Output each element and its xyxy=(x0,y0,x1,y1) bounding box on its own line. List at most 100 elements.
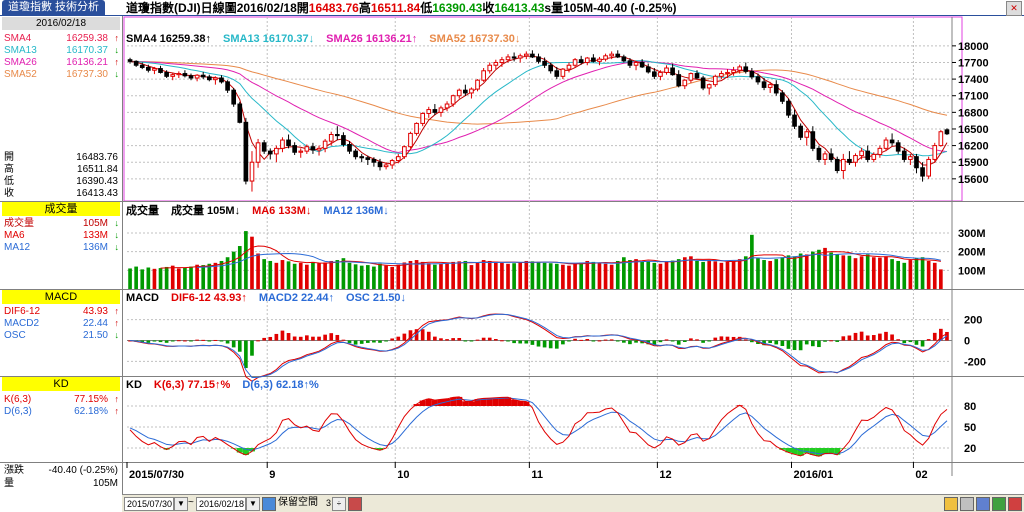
volume-tick-label: 300M xyxy=(958,228,986,240)
volume-bar xyxy=(464,261,468,289)
tool-icon[interactable] xyxy=(944,497,958,511)
osc-bar xyxy=(829,340,833,341)
keep-space-spinner[interactable]: ÷ xyxy=(332,497,346,511)
volume-bar xyxy=(256,254,260,290)
to-date-field[interactable]: 2016/02/18 xyxy=(196,497,246,511)
candle-body xyxy=(427,110,431,114)
info-date: 2016/02/18 xyxy=(2,17,120,30)
volume-bar xyxy=(762,260,766,289)
candle-body xyxy=(592,58,596,61)
osc-bar xyxy=(403,334,407,341)
osc-bar xyxy=(921,341,925,347)
osc-bar xyxy=(567,341,571,342)
osc-bar xyxy=(726,337,730,341)
technical-chart[interactable]: 1560015900162001650016800171001740017700… xyxy=(122,16,1024,494)
candle-body xyxy=(634,62,638,65)
info-row-value: 77.15% xyxy=(74,394,108,405)
candle-body xyxy=(713,76,717,84)
arrow-down-icon: ↓ xyxy=(115,230,120,241)
candle-body xyxy=(720,74,724,77)
arrow-up-icon: ↑ xyxy=(115,33,120,44)
apply-icon[interactable] xyxy=(262,497,276,511)
volume-bar xyxy=(744,256,748,289)
kd-overbought-fill xyxy=(450,397,456,406)
osc-bar xyxy=(713,338,717,341)
volume-bar xyxy=(323,262,327,289)
kd-legend-item: KD xyxy=(126,379,142,391)
zoom-in-icon[interactable] xyxy=(992,497,1006,511)
candle-body xyxy=(567,65,571,69)
osc-bar xyxy=(226,341,230,344)
from-dropdown-button[interactable]: ▼ xyxy=(174,497,188,511)
candle-body xyxy=(134,61,138,65)
candle-body xyxy=(927,159,931,176)
volume-bar xyxy=(805,254,809,289)
info-row-label: 開 xyxy=(4,152,14,163)
candle-body xyxy=(677,75,681,86)
arrow-up-icon: ↑ xyxy=(115,318,120,329)
candle-body xyxy=(555,71,559,77)
candle-body xyxy=(171,75,175,77)
volume-bar xyxy=(695,261,699,289)
volume-bar xyxy=(848,256,852,289)
osc-bar xyxy=(622,341,626,343)
volume-bar xyxy=(177,268,181,289)
volume-bar xyxy=(902,263,906,289)
volume-bar xyxy=(817,250,821,289)
window-tab[interactable]: 道瓊指數 技術分析 xyxy=(2,0,105,15)
volume-bar xyxy=(854,258,858,289)
candle-body xyxy=(707,85,711,88)
osc-bar xyxy=(561,341,565,345)
osc-bar xyxy=(500,340,504,341)
macd-legend-item: DIF6-12 43.93↑ xyxy=(171,292,247,304)
candle-body xyxy=(482,71,486,80)
candle-body xyxy=(384,165,388,167)
osc-bar xyxy=(579,340,583,341)
sma26-line xyxy=(130,61,947,152)
osc-bar xyxy=(659,341,663,343)
volume-bar xyxy=(268,261,272,289)
candle-body xyxy=(537,57,541,61)
arrow-up-icon: ↑ xyxy=(115,406,120,417)
osc-bar xyxy=(701,341,705,343)
macd-legend-item: MACD xyxy=(126,292,159,304)
candle-body xyxy=(512,57,516,58)
kd-tick-label: 20 xyxy=(964,443,976,455)
volume-bar xyxy=(860,256,864,289)
price-legend-item: SMA26 16136.21↑ xyxy=(326,33,417,45)
zoom-out-icon[interactable] xyxy=(1008,497,1022,511)
osc-bar xyxy=(342,340,346,341)
info-row-value: 16511.84 xyxy=(77,164,118,175)
volume-bar xyxy=(476,263,480,289)
candle-body xyxy=(921,168,925,176)
volume-bar xyxy=(610,265,614,289)
color-icon[interactable] xyxy=(348,497,362,511)
volume-bar xyxy=(366,265,370,289)
scroll-left-icon[interactable] xyxy=(960,497,974,511)
from-date-field[interactable]: 2015/07/30 xyxy=(124,497,174,511)
to-dropdown-button[interactable]: ▼ xyxy=(246,497,260,511)
x-tick-label: 12 xyxy=(659,469,671,481)
osc-bar xyxy=(299,337,303,341)
volume-bar xyxy=(262,259,266,289)
info-change-value: -40.40 (-0.25%) xyxy=(49,465,118,476)
kd-oversold-fill xyxy=(828,448,834,453)
candle-body xyxy=(226,82,230,90)
osc-bar xyxy=(848,336,852,341)
candle-body xyxy=(128,60,132,62)
x-tick-label: 2016/01 xyxy=(793,469,833,481)
volume-bar xyxy=(732,261,736,289)
volume-bar xyxy=(933,263,937,289)
volume-bar xyxy=(939,269,943,289)
price-tick-label: 15900 xyxy=(958,157,989,169)
volume-bar xyxy=(665,261,669,289)
osc-bar xyxy=(720,336,724,340)
volume-legend-item: MA6 133M↓ xyxy=(252,205,311,217)
candle-body xyxy=(177,74,181,75)
macd-tick-label: -200 xyxy=(964,356,986,368)
header-low-label: 低 xyxy=(419,0,432,15)
candle-body xyxy=(573,60,577,66)
osc-bar xyxy=(396,337,400,341)
scroll-right-icon[interactable] xyxy=(976,497,990,511)
